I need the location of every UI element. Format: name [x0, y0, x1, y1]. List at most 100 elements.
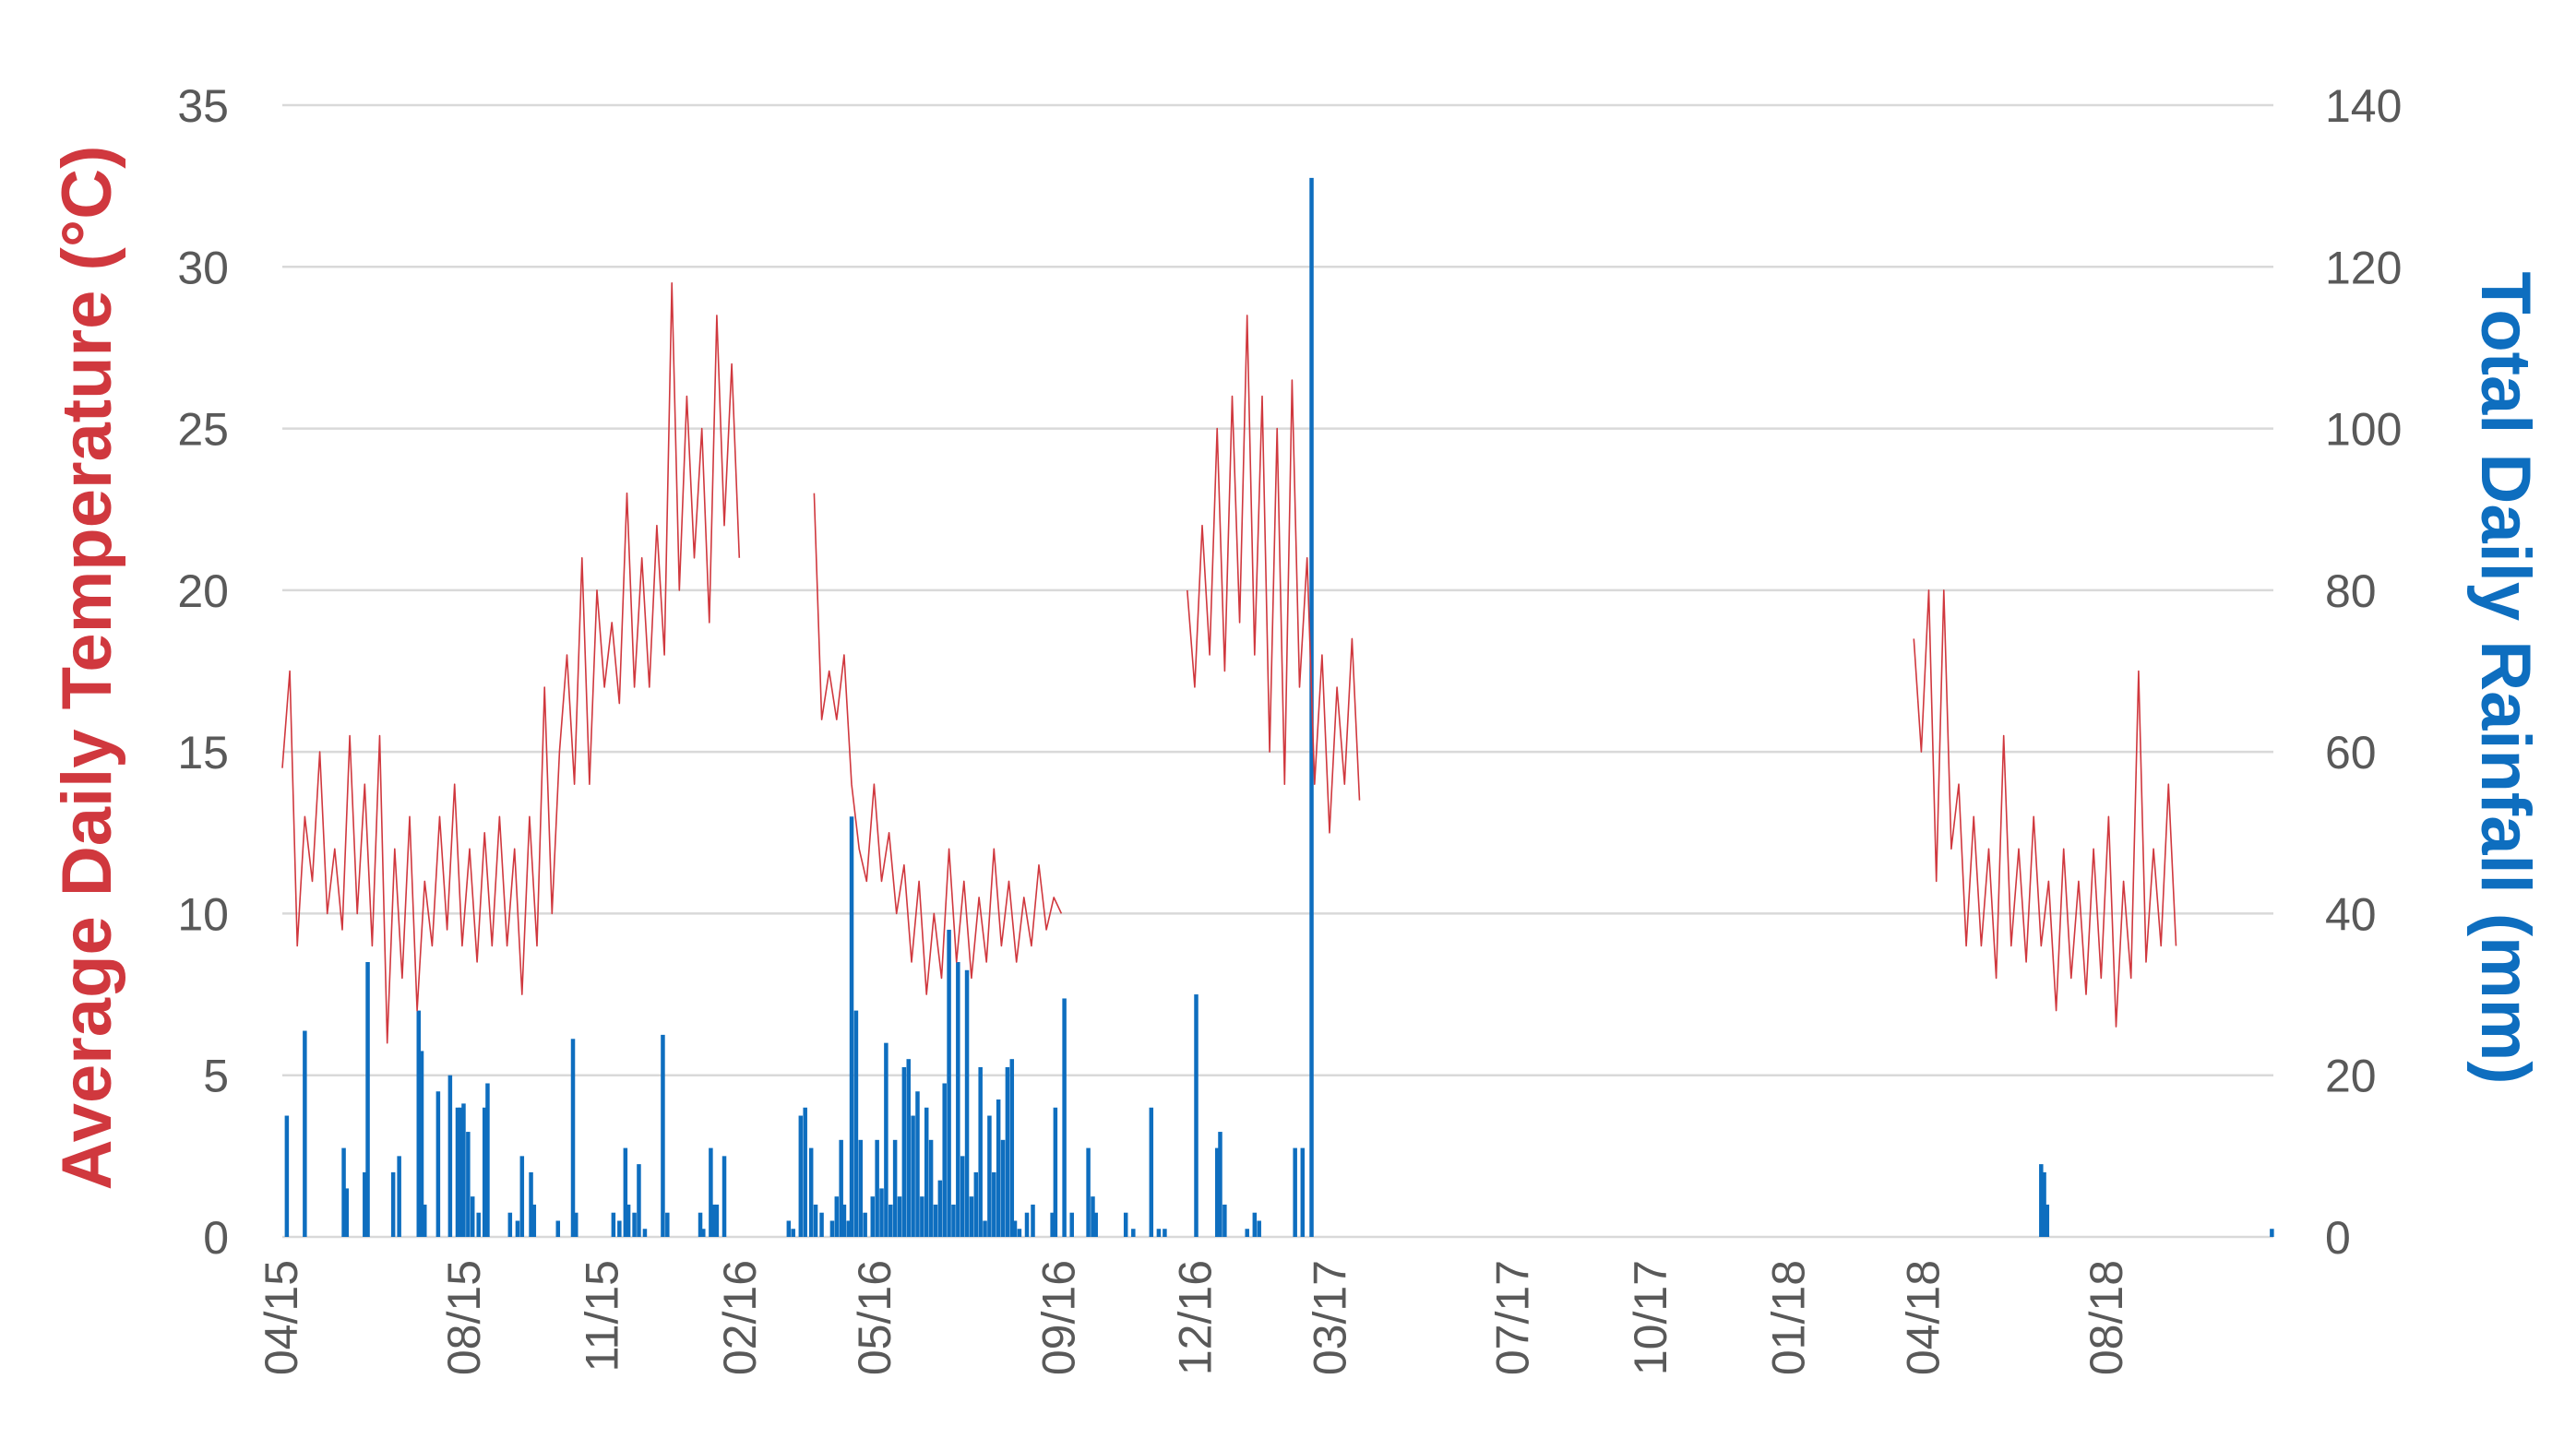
rainfall-bar: [284, 1115, 290, 1237]
rainfall-bar: [911, 1115, 915, 1237]
rainfall-bar: [1093, 1212, 1098, 1237]
rainfall-bar: [906, 1059, 911, 1237]
y-left-tick-label: 0: [203, 1212, 229, 1264]
y-left-tick-label: 30: [177, 242, 229, 293]
rainfall-bar: [992, 1171, 996, 1237]
rainfall-bar: [1194, 994, 1199, 1237]
rainfall-bar: [344, 1188, 350, 1237]
rainfall-bar: [416, 1010, 422, 1237]
rainfall-bar: [858, 1139, 864, 1237]
rainfall-bar: [937, 1180, 943, 1237]
rainfall-bar: [423, 1204, 427, 1237]
rainfall-bar: [915, 1091, 920, 1237]
rainfall-bar: [846, 1220, 852, 1237]
rainfall-bar: [1017, 1229, 1022, 1237]
rainfall-bar: [996, 1099, 1001, 1237]
rainfall-bar: [1086, 1147, 1091, 1237]
rainfall-bar: [529, 1171, 533, 1237]
rainfall-bar: [1293, 1147, 1297, 1237]
temperature-line-segment: [1913, 589, 2177, 1028]
y-right-tick-label: 0: [2325, 1212, 2351, 1264]
rainfall-bar: [1069, 1212, 1074, 1237]
rainfall-bar: [466, 1132, 471, 1237]
rainfall-bar: [839, 1139, 843, 1237]
rainfall-bar: [714, 1204, 720, 1237]
rainfall-bar: [813, 1204, 818, 1237]
rainfall-bar: [642, 1229, 648, 1237]
rainfall-bar: [1163, 1229, 1167, 1237]
rainfall-bar: [879, 1188, 884, 1237]
rainfall-bar: [933, 1204, 938, 1237]
rainfall-bar: [875, 1139, 879, 1237]
y-left-tick-label: 10: [177, 888, 229, 940]
rainfall-bar: [341, 1147, 346, 1237]
rainfall-bar: [973, 1171, 979, 1237]
rainfall-bar: [892, 1139, 898, 1237]
x-axis-tick-labels: 04/15 08/15 11/15 02/16 05/16 09/16 12/16 03/17…: [256, 1260, 2132, 1375]
x-tick-label: 01/18: [1763, 1260, 1815, 1375]
rainfall-bar: [2270, 1229, 2274, 1237]
rainfall-bar: [1131, 1229, 1136, 1237]
rainfall-bar: [476, 1212, 481, 1237]
rainfall-bar: [928, 1139, 934, 1237]
rainfall-bar: [519, 1156, 525, 1237]
rainfall-bar: [808, 1147, 814, 1237]
y-left-tick-label: 15: [177, 727, 229, 778]
rainfall-bar: [470, 1196, 475, 1237]
y-right-tick-label: 60: [2325, 727, 2377, 778]
rainfall-bar: [485, 1083, 490, 1237]
rainfall-bar: [1245, 1229, 1249, 1237]
rainfall-bar: [924, 1107, 929, 1237]
gridlines: [282, 103, 2273, 1239]
rainfall-bar: [863, 1212, 867, 1237]
y-right-tick-label: 120: [2325, 242, 2402, 293]
rainfall-bar: [870, 1196, 876, 1237]
rainfall-bar: [1149, 1107, 1154, 1237]
x-tick-label: 08/18: [2081, 1260, 2132, 1375]
rainfall-bar: [960, 1156, 965, 1237]
rainfall-bar: [611, 1212, 616, 1237]
rainfall-bar: [711, 1204, 716, 1237]
x-tick-label: 03/17: [1305, 1260, 1356, 1375]
x-tick-label: 09/16: [1033, 1260, 1085, 1375]
y-right-tick-label: 80: [2325, 565, 2377, 617]
rainfall-bar: [698, 1212, 703, 1237]
temperature-line-segment: [281, 282, 741, 1044]
rainfall-bar: [2039, 1164, 2044, 1237]
rainfall-bar: [458, 1107, 463, 1237]
y-axis-right-title: Total Daily Rainfall (mm): [2466, 271, 2545, 1084]
x-tick-label: 02/16: [714, 1260, 766, 1375]
rainfall-bar: [987, 1115, 992, 1237]
rainfall-bar: [1000, 1139, 1006, 1237]
rainfall-bar: [834, 1196, 840, 1237]
rainfall-bar: [920, 1196, 924, 1237]
y-axis-left-title: Average Daily Temperature (°C): [48, 146, 126, 1191]
rainfall-bar: [617, 1220, 622, 1237]
rainfall-bar: [390, 1171, 396, 1237]
rainfall-bar: [435, 1091, 441, 1237]
rainfall-bar: [901, 1066, 907, 1237]
y-left-tick-label: 25: [177, 404, 229, 456]
y-right-tick-label: 20: [2325, 1051, 2377, 1102]
x-tick-label: 05/16: [849, 1260, 900, 1375]
rainfall-bar: [897, 1196, 902, 1237]
rainfall-bar: [303, 1030, 307, 1237]
rainfall-bar: [791, 1229, 795, 1237]
left-axis-tick-labels: 0 5 10 15 20 25 30 35: [177, 80, 229, 1264]
rainfall-bar: [722, 1156, 727, 1237]
rainfall-bar: [947, 929, 951, 1237]
rainfall-bar: [531, 1204, 537, 1237]
x-tick-label: 04/15: [256, 1260, 307, 1375]
rainfall-bar: [2042, 1171, 2046, 1237]
rainfall-bar: [853, 1010, 859, 1237]
x-tick-label: 07/17: [1487, 1260, 1539, 1375]
rainfall-bar: [884, 1042, 888, 1237]
rainfall-bar: [849, 816, 854, 1237]
rainfall-bar: [555, 1220, 561, 1237]
rainfall-bar: [447, 1075, 453, 1237]
y-right-tick-label: 140: [2325, 80, 2402, 132]
rainfall-bar: [978, 1066, 983, 1237]
x-tick-label: 08/15: [438, 1260, 490, 1375]
rainfall-bar: [626, 1204, 631, 1237]
